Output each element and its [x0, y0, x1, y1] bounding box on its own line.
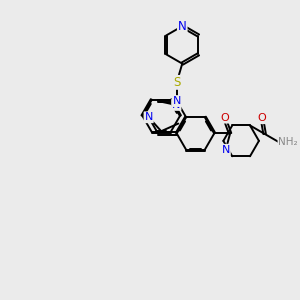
Text: O: O — [220, 113, 229, 123]
Text: N: N — [145, 112, 153, 122]
Text: NH₂: NH₂ — [278, 137, 298, 147]
Text: N: N — [172, 96, 181, 106]
Text: N: N — [178, 20, 187, 33]
Text: N: N — [222, 145, 230, 155]
Text: N: N — [172, 100, 181, 110]
Text: O: O — [257, 113, 266, 123]
Text: S: S — [173, 76, 180, 89]
